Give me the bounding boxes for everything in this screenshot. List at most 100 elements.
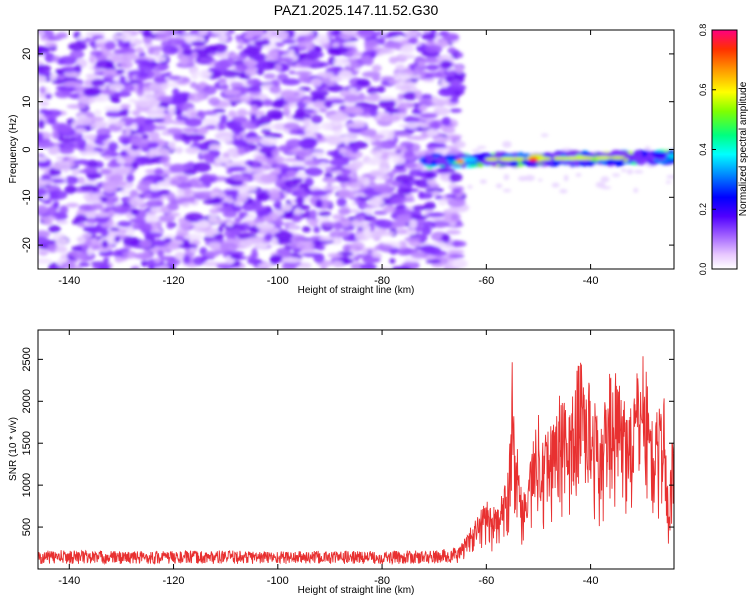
heatmap-blob: [404, 236, 421, 242]
heatmap-blob: [271, 148, 280, 158]
heatmap-blob: [129, 189, 139, 199]
heatmap-blob: [274, 63, 282, 72]
heatmap-blob: [432, 98, 449, 106]
heatmap-blob: [315, 199, 323, 209]
heatmap-blob: [263, 132, 283, 139]
colorbar-label: Normalized spectral amplitude: [738, 81, 749, 216]
heatmap-blob: [47, 205, 57, 216]
heatmap-blob: [169, 179, 179, 185]
heatmap-blob: [316, 133, 323, 141]
heatmap-blob: [65, 202, 79, 208]
x-tick-label: -140: [58, 275, 80, 287]
heatmap-blob: [359, 128, 377, 137]
heatmap-blob: [214, 60, 231, 70]
heatmap-peak-secondary: [456, 159, 465, 164]
heatmap-blob: [193, 183, 207, 189]
heatmap-blob: [337, 188, 353, 199]
heatmap-blob: [275, 155, 285, 164]
y-tick-label: 2500: [21, 347, 33, 371]
x-tick-label: -80: [374, 275, 390, 287]
heatmap-blob: [405, 74, 422, 79]
heatmap-blob: [283, 157, 299, 162]
heatmap-signal-blob: [653, 152, 667, 159]
heatmap-blob: [208, 144, 222, 151]
heatmap-blob: [421, 32, 437, 41]
heatmap-blob: [351, 219, 360, 227]
y-tick-label: 0: [21, 146, 33, 152]
heatmap-blob: [77, 96, 95, 105]
heatmap-blob: [329, 230, 343, 239]
heatmap-blob: [241, 211, 249, 217]
heatmap-blob: [69, 49, 85, 59]
heatmap-blob: [333, 30, 341, 35]
heatmap-blob: [665, 180, 672, 184]
heatmap-blob: [295, 196, 305, 205]
heatmap-blob: [259, 137, 278, 146]
heatmap-blob: [114, 235, 121, 243]
heatmap-blob: [253, 217, 266, 224]
x-tick-label: -120: [163, 275, 185, 287]
heatmap-blob: [121, 137, 130, 146]
heatmap-blob: [538, 178, 543, 182]
heatmap-blob: [162, 45, 179, 55]
top-x-ticks: -140 -120 -100 -80 -60 -40: [58, 30, 599, 287]
heatmap-blob: [332, 66, 343, 71]
heatmap-blob: [131, 122, 138, 131]
heatmap-blob: [75, 127, 87, 134]
y-tick-label: 20: [21, 48, 33, 60]
heatmap-blob: [157, 249, 165, 258]
heatmap-blob: [380, 175, 391, 180]
heatmap-blob: [391, 168, 408, 174]
heatmap-blob: [325, 200, 332, 207]
heatmap-blob: [149, 106, 167, 112]
heatmap-blob: [309, 51, 324, 59]
heatmap-blob: [178, 219, 192, 229]
heatmap-blob: [413, 65, 422, 71]
heatmap-blob: [361, 249, 369, 255]
heatmap-blob: [455, 65, 464, 74]
heatmap-blob: [601, 186, 612, 190]
heatmap-blob: [127, 251, 135, 259]
x-tick-label: -120: [163, 575, 185, 587]
bottom-x-ticks: -140 -120 -100 -80 -60 -40: [58, 330, 599, 587]
heatmap-blob: [393, 132, 412, 137]
heatmap-blob: [366, 86, 378, 95]
heatmap-blob: [250, 104, 258, 115]
heatmap-blob: [313, 225, 321, 234]
heatmap-blob: [120, 32, 131, 42]
heatmap-blob: [85, 73, 98, 79]
heatmap-blob: [190, 81, 198, 89]
heatmap-blob: [191, 40, 205, 47]
heatmap-blob: [441, 116, 451, 126]
heatmap-blob: [421, 225, 432, 236]
heatmap-blob: [116, 157, 125, 164]
heatmap-blob: [38, 140, 55, 149]
heatmap-blob: [374, 140, 383, 148]
heatmap-blob: [595, 181, 606, 188]
heatmap-blob: [222, 69, 240, 78]
heatmap-blob: [159, 189, 171, 195]
heatmap-blob: [332, 260, 344, 268]
heatmap-blob: [348, 232, 356, 242]
heatmap-blob: [165, 202, 180, 212]
heatmap-blob: [145, 211, 157, 217]
heatmap-blob: [413, 116, 421, 123]
heatmap-blob: [316, 71, 334, 79]
heatmap-blob: [327, 253, 343, 258]
heatmap-blob: [175, 146, 183, 154]
heatmap-blob: [431, 121, 441, 130]
heatmap-blob: [363, 215, 377, 222]
heatmap-blob: [64, 185, 77, 194]
heatmap-blob: [425, 171, 435, 180]
heatmap-blob: [273, 167, 282, 175]
heatmap-blob: [304, 210, 311, 219]
heatmap-blob: [319, 107, 328, 113]
heatmap-blob: [137, 62, 155, 72]
heatmap-blob: [342, 41, 358, 47]
heatmap-blob: [86, 217, 97, 225]
heatmap-blob: [457, 52, 464, 58]
heatmap-blob: [124, 126, 132, 136]
heatmap-blob: [129, 217, 147, 224]
heatmap-blob: [112, 205, 132, 214]
